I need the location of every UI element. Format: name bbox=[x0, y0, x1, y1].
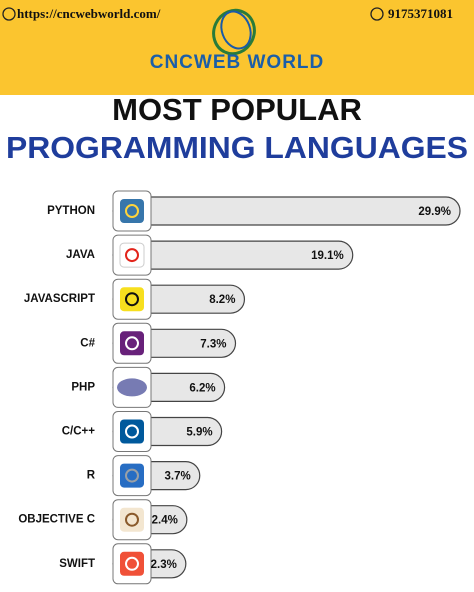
icon-detail bbox=[125, 292, 139, 307]
logo-swirl bbox=[212, 8, 256, 56]
icon-logo bbox=[119, 242, 145, 268]
value-label: 2.4% bbox=[152, 515, 178, 527]
value-label: 8.2% bbox=[209, 294, 235, 306]
brand-name: CNCWEB WORLD bbox=[150, 52, 325, 73]
category-label: JAVA bbox=[66, 249, 95, 261]
chart-subtitle: PROGRAMMING LANGUAGES bbox=[6, 130, 468, 165]
icon-logo bbox=[120, 419, 144, 444]
category-label: R bbox=[87, 470, 96, 482]
chart-title: MOST POPULAR bbox=[112, 92, 362, 127]
phone-icon bbox=[370, 7, 384, 21]
globe-icon bbox=[2, 7, 16, 21]
category-label: C/C++ bbox=[62, 426, 96, 438]
icon-logo bbox=[117, 378, 147, 397]
icon-logo bbox=[120, 551, 144, 576]
icon-detail bbox=[125, 424, 139, 439]
value-label: 6.2% bbox=[189, 382, 215, 394]
icon-detail bbox=[125, 336, 139, 351]
logo-swirl-inner bbox=[220, 10, 252, 50]
bar bbox=[112, 196, 461, 226]
icon-detail bbox=[125, 248, 139, 263]
value-label: 5.9% bbox=[186, 427, 212, 439]
icon-logo bbox=[120, 287, 144, 312]
value-label: 29.9% bbox=[418, 206, 451, 218]
icon-logo bbox=[120, 507, 144, 532]
category-label: C# bbox=[80, 337, 95, 349]
icon-logo bbox=[120, 331, 144, 356]
phone-number: 9175371081 bbox=[388, 6, 453, 21]
category-label: PHP bbox=[71, 381, 95, 393]
category-label: PYTHON bbox=[47, 205, 95, 217]
value-label: 19.1% bbox=[311, 250, 344, 262]
category-label: JAVASCRIPT bbox=[24, 293, 95, 305]
value-label: 7.3% bbox=[200, 338, 226, 350]
website-url: https://cncwebworld.com/ bbox=[17, 6, 161, 21]
icon-logo bbox=[120, 199, 144, 223]
category-label: OBJECTIVE C bbox=[18, 514, 95, 526]
value-label: 2.3% bbox=[151, 559, 177, 571]
icon-detail bbox=[125, 204, 139, 218]
icon-logo bbox=[120, 463, 144, 488]
value-label: 3.7% bbox=[165, 471, 191, 483]
icon-detail bbox=[125, 512, 139, 527]
icon-detail bbox=[125, 556, 139, 571]
icon-detail bbox=[125, 468, 139, 483]
category-label: SWIFT bbox=[59, 558, 95, 570]
